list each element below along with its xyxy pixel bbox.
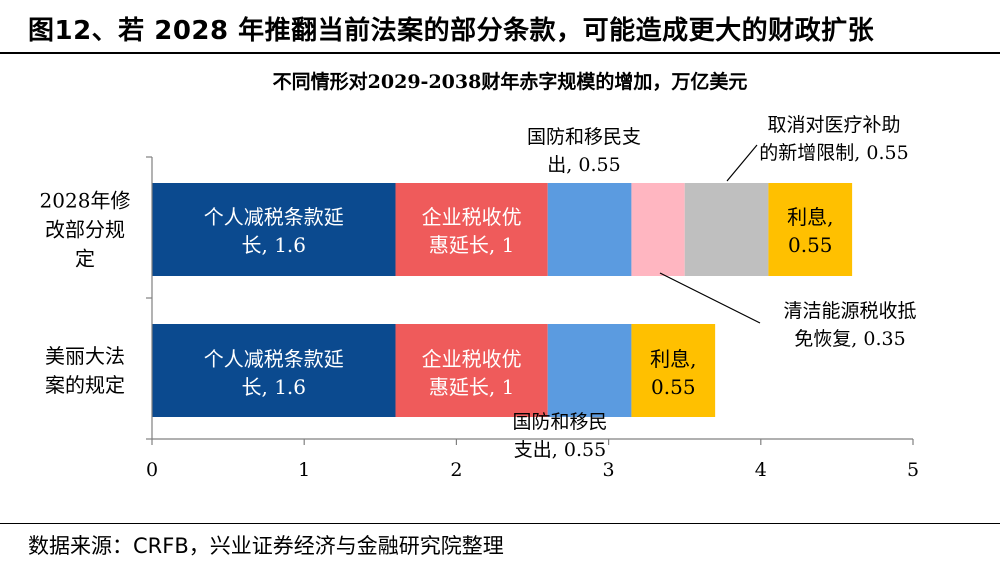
figure-source: 数据来源：CRFB，兴业证券经济与金融研究院整理 xyxy=(28,534,504,558)
label-defense-row-2-line-2: 支出, 0.55 xyxy=(514,439,606,461)
bar-personal_tax-row-2 xyxy=(152,324,396,417)
label-corporate-tax-row-2-line-1: 企业税收优 xyxy=(422,347,522,371)
label-clean-energy-row-1-line-2: 免恢复, 0.35 xyxy=(794,328,905,350)
x-tick-label-3: 3 xyxy=(603,459,615,481)
bar-interest-row-1 xyxy=(768,183,853,276)
leader-line-clean-energy xyxy=(659,272,761,324)
label-personal-tax-row-1-line-1: 个人减税条款延 xyxy=(204,205,344,229)
bar-clean_energy-row-1 xyxy=(631,183,685,276)
category-label-2-line-1: 美丽大法 xyxy=(45,344,125,368)
chart-title: 不同情形对2029-2038财年赤字规模的增加，万亿美元 xyxy=(273,70,748,93)
x-tick-label-4: 4 xyxy=(755,459,767,481)
bar-interest-row-2 xyxy=(631,324,716,417)
category-label-1-line-1: 2028年修 xyxy=(40,189,131,213)
x-tick-label-1: 1 xyxy=(298,459,310,481)
top-rule xyxy=(0,52,1000,54)
bar-medical-row-1 xyxy=(684,183,769,276)
figure-title: 图12、若 2028 年推翻当前法案的部分条款，可能造成更大的财政扩张 xyxy=(28,16,875,46)
bar-chart: 不同情形对2029-2038财年赤字规模的增加，万亿美元 0 1 2 3 4 5 2028… xyxy=(40,70,920,481)
bar-defense-row-2 xyxy=(547,324,632,417)
axes-layer: 0 1 2 3 4 5 xyxy=(146,156,919,481)
bars-layer xyxy=(152,183,853,417)
label-medical-row-1-line-1: 取消对医疗补助 xyxy=(767,114,900,136)
category-label-1-line-3: 定 xyxy=(75,247,95,271)
label-defense-row-2-line-1: 国防和移民 xyxy=(512,411,607,433)
label-defense-row-1-line-1: 国防和移民支 xyxy=(527,126,641,148)
x-tick-label-5: 5 xyxy=(907,459,919,481)
x-tick-label-2: 2 xyxy=(450,459,462,481)
label-interest-row-2-line-2: 0.55 xyxy=(651,375,696,399)
bar-personal_tax-row-1 xyxy=(152,183,396,276)
x-tick-label-0: 0 xyxy=(146,459,158,481)
label-interest-row-1-line-2: 0.55 xyxy=(788,233,833,257)
label-clean-energy-row-1-line-1: 清洁能源税收抵 xyxy=(783,300,916,322)
leader-line-medical xyxy=(726,144,758,182)
label-defense-row-1-line-2: 出, 0.55 xyxy=(547,154,620,176)
label-corporate-tax-row-2-line-2: 惠延长, 1 xyxy=(429,375,514,399)
bar-defense-row-1 xyxy=(547,183,632,276)
label-personal-tax-row-1-line-2: 长, 1.6 xyxy=(241,233,306,257)
bottom-rule xyxy=(0,523,1000,524)
label-personal-tax-row-2-line-1: 个人减税条款延 xyxy=(204,347,344,371)
category-label-1-line-2: 改部分规 xyxy=(45,218,125,242)
label-personal-tax-row-2-line-2: 长, 1.6 xyxy=(241,375,306,399)
label-medical-row-1-line-2: 的新增限制, 0.55 xyxy=(759,142,908,164)
category-label-2-line-2: 案的规定 xyxy=(45,373,125,397)
label-interest-row-1-line-1: 利息, xyxy=(787,205,833,229)
label-interest-row-2-line-1: 利息, xyxy=(650,347,696,371)
label-corporate-tax-row-1-line-2: 惠延长, 1 xyxy=(429,233,514,257)
bar-corporate_tax-row-2 xyxy=(395,324,548,417)
label-corporate-tax-row-1-line-1: 企业税收优 xyxy=(422,205,522,229)
bar-corporate_tax-row-1 xyxy=(395,183,548,276)
